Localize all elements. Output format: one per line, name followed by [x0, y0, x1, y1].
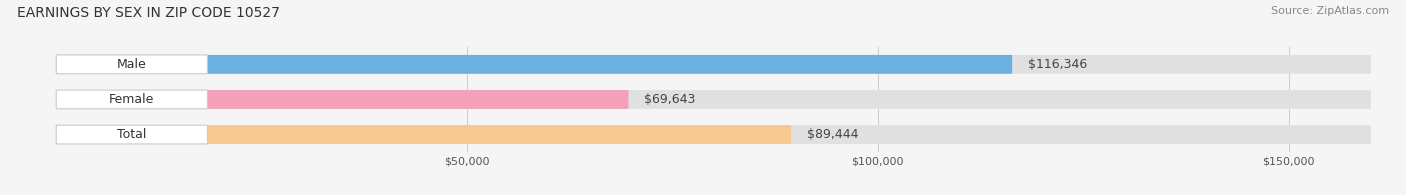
FancyBboxPatch shape: [56, 90, 628, 109]
Text: Source: ZipAtlas.com: Source: ZipAtlas.com: [1271, 6, 1389, 16]
FancyBboxPatch shape: [56, 125, 1371, 144]
FancyBboxPatch shape: [56, 125, 208, 144]
Text: Total: Total: [117, 128, 146, 141]
FancyBboxPatch shape: [56, 125, 792, 144]
Text: Male: Male: [117, 58, 146, 71]
Text: $69,643: $69,643: [644, 93, 696, 106]
FancyBboxPatch shape: [56, 55, 1012, 74]
Text: Female: Female: [110, 93, 155, 106]
Text: $89,444: $89,444: [807, 128, 859, 141]
FancyBboxPatch shape: [56, 90, 208, 109]
FancyBboxPatch shape: [56, 55, 208, 74]
Text: EARNINGS BY SEX IN ZIP CODE 10527: EARNINGS BY SEX IN ZIP CODE 10527: [17, 6, 280, 20]
FancyBboxPatch shape: [56, 55, 1371, 74]
Text: $116,346: $116,346: [1028, 58, 1087, 71]
FancyBboxPatch shape: [56, 90, 1371, 109]
